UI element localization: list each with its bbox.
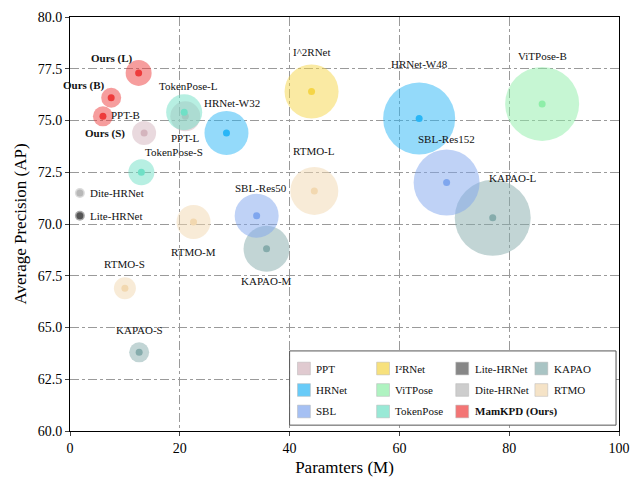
svg-text:HRNet: HRNet [316, 384, 347, 396]
svg-text:80: 80 [502, 441, 516, 456]
svg-text:HRNet-W48: HRNet-W48 [391, 58, 448, 70]
svg-text:TokenPose-S: TokenPose-S [145, 146, 203, 158]
svg-text:Ours (B): Ours (B) [63, 79, 105, 92]
svg-text:20: 20 [173, 441, 187, 456]
svg-text:KAPAO-M: KAPAO-M [241, 275, 292, 287]
svg-text:100: 100 [609, 441, 630, 456]
svg-text:RTMO-L: RTMO-L [293, 145, 335, 157]
svg-text:77.5: 77.5 [38, 62, 63, 77]
svg-text:Ours (S): Ours (S) [85, 127, 125, 140]
svg-text:KAPAO: KAPAO [554, 363, 591, 375]
svg-text:I^2RNet: I^2RNet [293, 46, 331, 58]
svg-text:Dite-HRNet: Dite-HRNet [475, 384, 529, 396]
svg-text:KAPAO-L: KAPAO-L [489, 172, 537, 184]
svg-text:PPT-B: PPT-B [111, 109, 140, 121]
svg-text:Average Precision (AP): Average Precision (AP) [11, 143, 30, 304]
svg-text:PPT-L: PPT-L [171, 132, 200, 144]
svg-text:KAPAO-S: KAPAO-S [116, 324, 163, 336]
svg-text:RTMO: RTMO [554, 384, 585, 396]
svg-text:Dite-HRNet: Dite-HRNet [90, 187, 144, 199]
svg-text:SBL-Res50: SBL-Res50 [235, 182, 287, 194]
svg-text:SBL-Res152: SBL-Res152 [418, 133, 475, 145]
svg-text:PPT: PPT [316, 363, 335, 375]
svg-text:70.0: 70.0 [38, 217, 63, 232]
svg-text:Lite-HRNet: Lite-HRNet [90, 210, 143, 222]
svg-text:Ours (L): Ours (L) [91, 52, 133, 65]
svg-text:40: 40 [283, 441, 297, 456]
svg-text:TokenPose-L: TokenPose-L [159, 80, 218, 92]
svg-text:TokenPose: TokenPose [395, 405, 443, 417]
svg-text:HRNet-W32: HRNet-W32 [204, 97, 260, 109]
svg-text:ViTPose-B: ViTPose-B [518, 50, 567, 62]
svg-text:RTMO-M: RTMO-M [171, 246, 216, 258]
svg-text:60.0: 60.0 [38, 424, 63, 439]
svg-text:72.5: 72.5 [38, 165, 63, 180]
svg-text:65.0: 65.0 [38, 320, 63, 335]
svg-text:62.5: 62.5 [38, 372, 63, 387]
svg-text:0: 0 [67, 441, 74, 456]
svg-text:75.0: 75.0 [38, 113, 63, 128]
svg-text:MamKPD (Ours): MamKPD (Ours) [475, 405, 558, 418]
svg-text:ViTPose: ViTPose [395, 384, 433, 396]
svg-text:SBL: SBL [316, 405, 336, 417]
svg-text:80.0: 80.0 [38, 10, 63, 25]
svg-text:60: 60 [392, 441, 406, 456]
svg-text:Paramters (M): Paramters (M) [295, 458, 394, 477]
svg-text:67.5: 67.5 [38, 269, 63, 284]
svg-text:RTMO-S: RTMO-S [104, 258, 145, 270]
svg-text:I²RNet: I²RNet [395, 363, 425, 375]
svg-text:Lite-HRNet: Lite-HRNet [475, 363, 528, 375]
